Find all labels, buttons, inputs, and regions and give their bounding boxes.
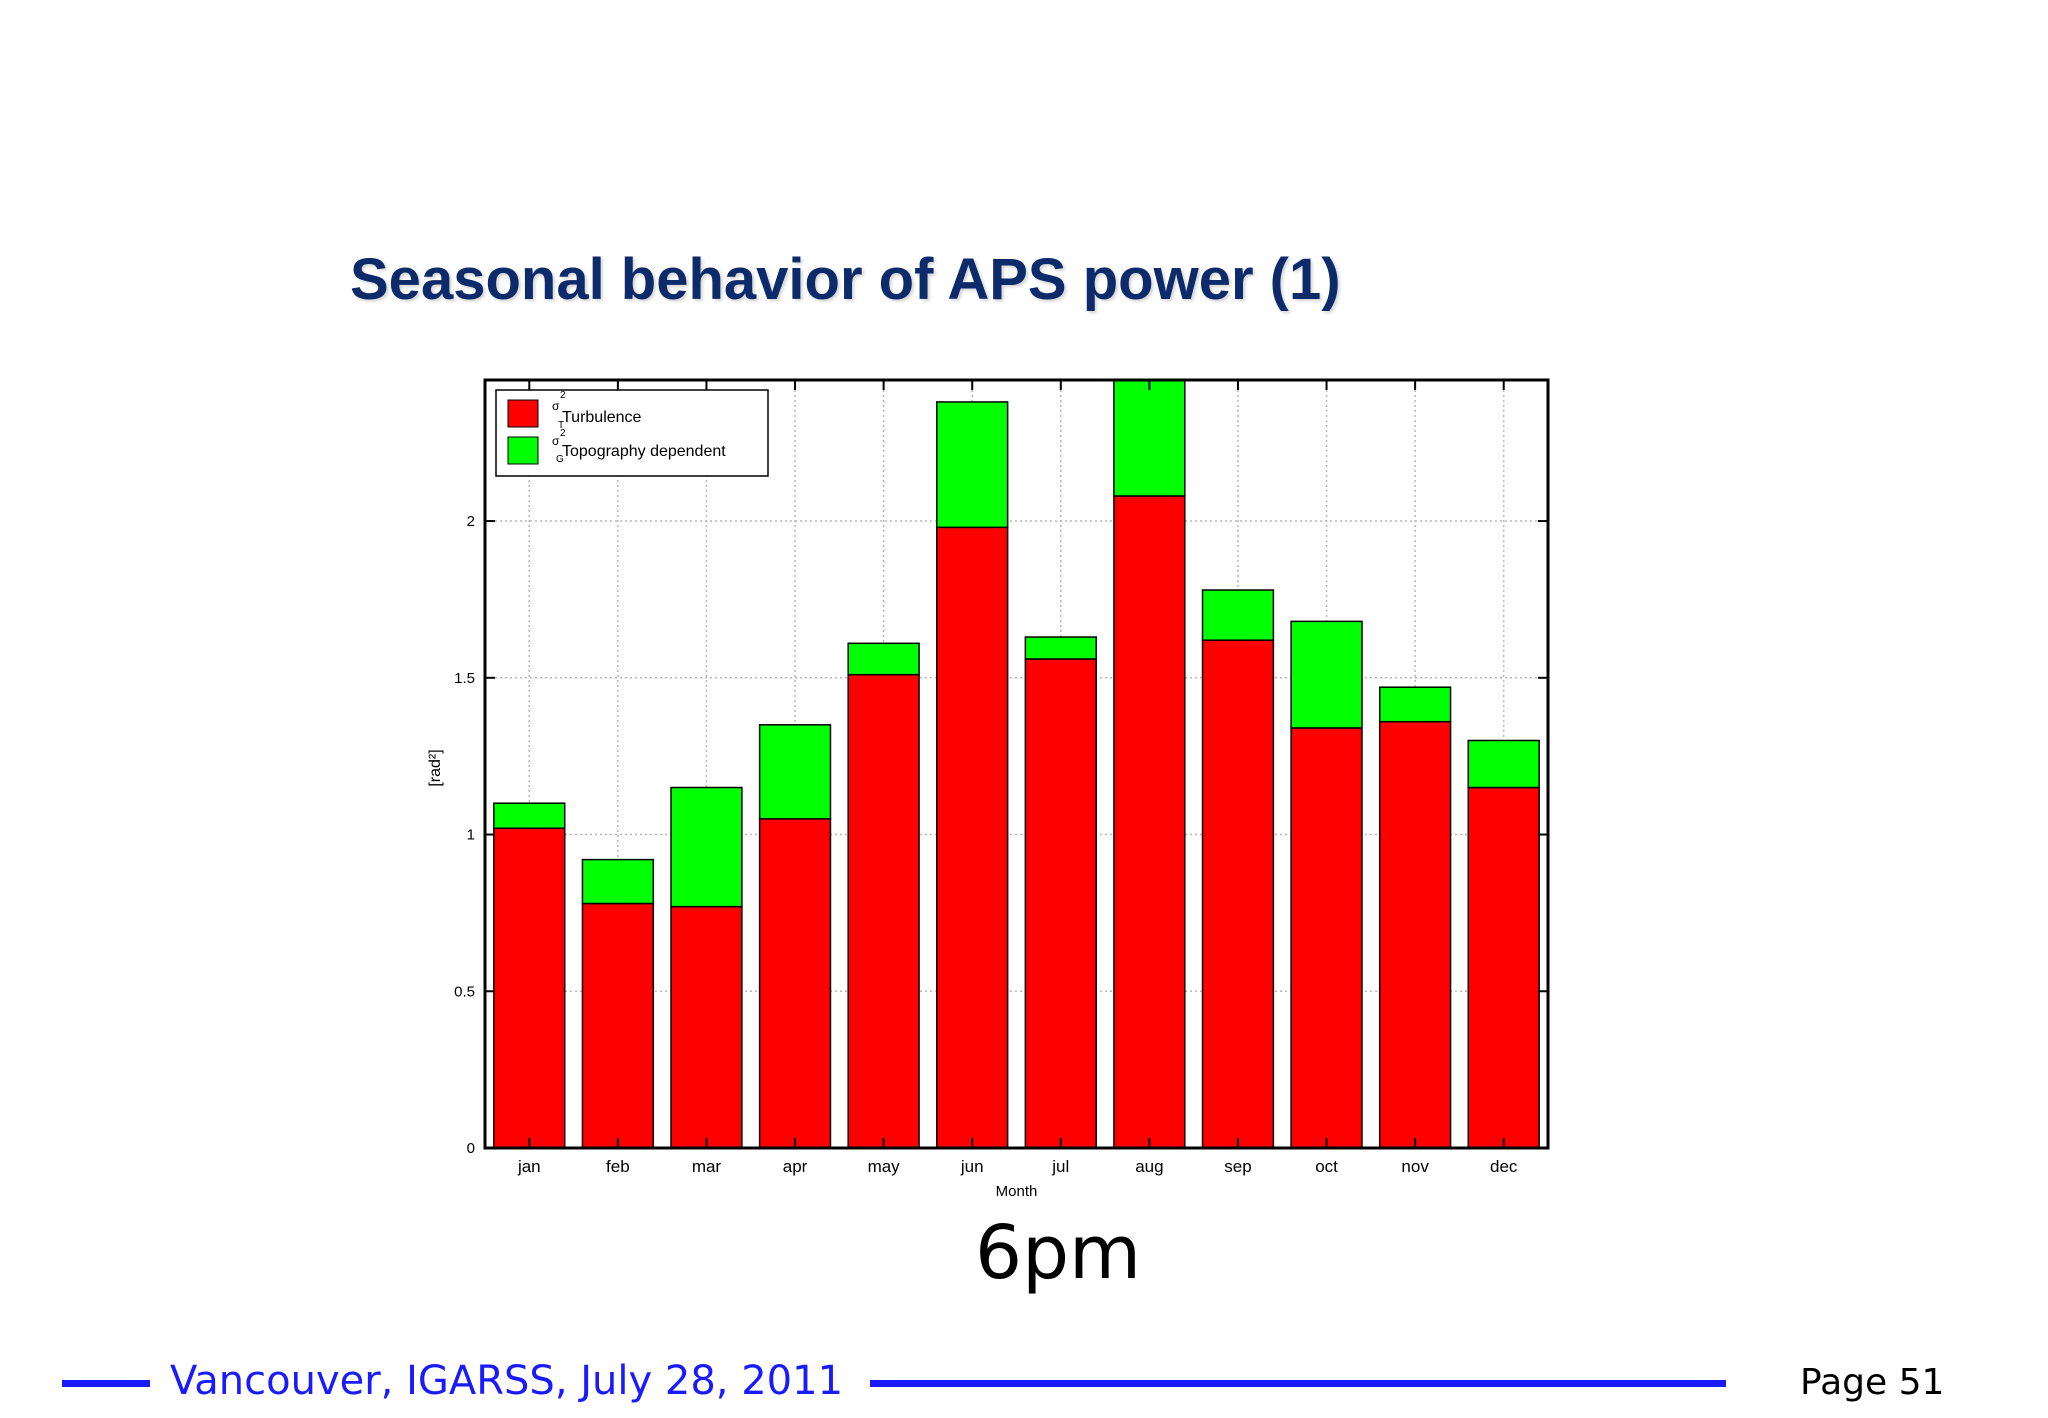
x-tick-label: mar bbox=[692, 1157, 722, 1176]
bar-topography bbox=[1113, 379, 1186, 497]
bar-turbulence bbox=[847, 673, 920, 1149]
legend-sigma-topography: σ bbox=[552, 434, 560, 448]
x-tick-label: jan bbox=[517, 1157, 541, 1176]
bar-turbulence bbox=[1378, 720, 1452, 1149]
y-tick-label: 2 bbox=[467, 513, 475, 530]
x-tick-label: oct bbox=[1315, 1157, 1338, 1176]
slide-title: Seasonal behavior of APS power (1) bbox=[350, 247, 1341, 312]
legend-sup-topography: 2 bbox=[560, 428, 566, 439]
x-tick-label: may bbox=[868, 1157, 901, 1176]
bar-turbulence bbox=[670, 905, 743, 1149]
bar-turbulence bbox=[581, 902, 655, 1149]
footer-line-right bbox=[870, 1380, 1726, 1387]
footer-text: Vancouver, IGARSS, July 28, 2011 bbox=[170, 1358, 844, 1404]
bar-turbulence bbox=[758, 818, 832, 1149]
x-tick-label: aug bbox=[1135, 1157, 1163, 1176]
time-caption: 6pm bbox=[975, 1210, 1142, 1296]
plot-area bbox=[485, 380, 1548, 1148]
y-axis-label: [rad²] bbox=[427, 749, 444, 786]
x-axis-label: Month bbox=[996, 1183, 1038, 1200]
bar-turbulence bbox=[1467, 786, 1540, 1149]
axes-frame bbox=[483, 378, 1550, 1150]
x-tick-label: sep bbox=[1224, 1157, 1251, 1176]
bar-topography bbox=[1378, 686, 1452, 723]
bar-topography bbox=[1467, 739, 1540, 789]
bar-topography bbox=[758, 724, 832, 820]
bar-topography bbox=[1024, 636, 1097, 660]
bar-turbulence bbox=[1024, 658, 1097, 1149]
y-tick-label: 1.5 bbox=[454, 670, 475, 687]
bar-turbulence bbox=[1290, 727, 1363, 1149]
x-tick-label: feb bbox=[606, 1157, 630, 1176]
footer-line-left bbox=[62, 1380, 150, 1387]
bar-turbulence bbox=[1201, 639, 1275, 1149]
legend-label-topography: Topography dependent bbox=[562, 443, 726, 460]
y-tick-label: 0 bbox=[467, 1140, 475, 1157]
legend-box bbox=[495, 389, 769, 477]
bar-topography bbox=[493, 802, 566, 830]
legend-swatch-turbulence bbox=[507, 399, 539, 428]
x-tick-label: nov bbox=[1401, 1157, 1429, 1176]
y-tick-label: 1 bbox=[467, 827, 475, 844]
bar-topography bbox=[581, 858, 655, 905]
x-tick-label: dec bbox=[1490, 1157, 1518, 1176]
legend-sigma-turbulence: σ bbox=[552, 399, 560, 413]
bar-topography bbox=[936, 401, 1009, 529]
bar-topography bbox=[1290, 620, 1363, 729]
bar-turbulence bbox=[936, 526, 1009, 1149]
legend-label-turbulence: Turbulence bbox=[562, 409, 642, 426]
legend-swatch-topography bbox=[507, 436, 539, 465]
bar-turbulence bbox=[1113, 495, 1186, 1149]
bar-topography bbox=[847, 642, 920, 676]
legend-sub-turbulence: T bbox=[558, 420, 564, 431]
y-tick-label: 0.5 bbox=[454, 983, 475, 1000]
page-number: Page 51 bbox=[1800, 1362, 1945, 1403]
x-tick-label: jun bbox=[960, 1157, 984, 1176]
bar-turbulence bbox=[493, 827, 566, 1149]
legend-sup-turbulence: 2 bbox=[560, 390, 566, 401]
legend-sub-topography: G bbox=[556, 454, 564, 465]
bar-topography bbox=[670, 786, 743, 908]
x-tick-label: apr bbox=[783, 1157, 808, 1176]
x-tick-label: jul bbox=[1051, 1157, 1069, 1176]
bar-topography bbox=[1201, 589, 1275, 641]
